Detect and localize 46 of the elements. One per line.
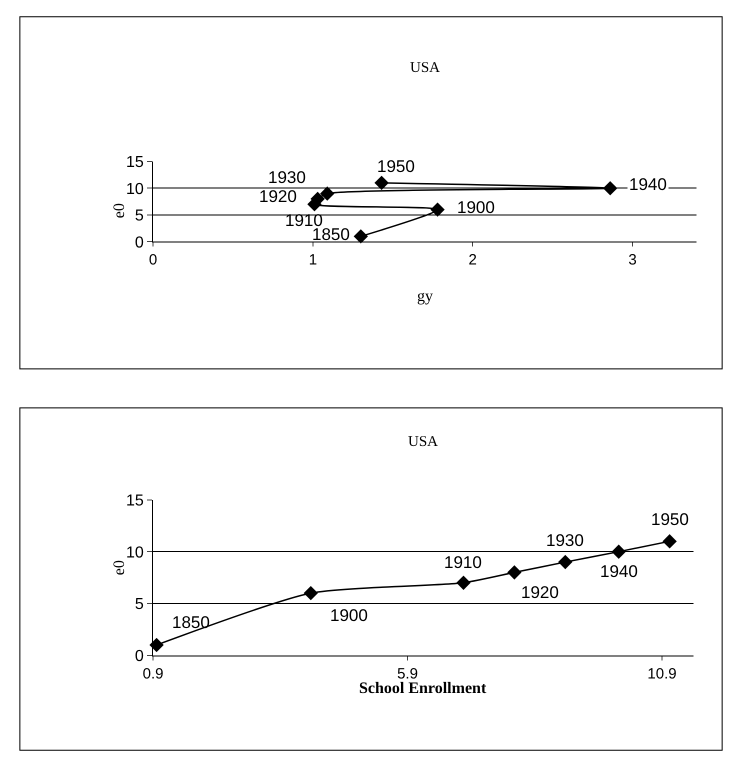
point <box>149 638 164 652</box>
annotation: 1920 <box>259 187 297 206</box>
annotation: 1850 <box>172 613 210 632</box>
annotation: 1950 <box>377 157 415 176</box>
y-tick-label: 0 <box>134 234 144 252</box>
annotation: 1900 <box>457 198 495 217</box>
y-tick-label: 15 <box>126 492 144 510</box>
annotation: 1850 <box>312 225 350 244</box>
point <box>558 554 572 570</box>
annotation: 1900 <box>330 606 368 625</box>
x-tick-label: 5.9 <box>397 665 418 682</box>
y-tick-label: 10 <box>126 544 144 562</box>
point <box>320 186 334 201</box>
annotation: 1930 <box>546 531 584 550</box>
point <box>662 534 677 548</box>
annotation: 1920 <box>521 583 559 602</box>
point <box>603 181 618 196</box>
chart-title: USA <box>410 60 440 76</box>
x-tick-label: 10.9 <box>647 665 677 682</box>
y-tick-label: 5 <box>134 208 144 225</box>
annotation: 1910 <box>444 553 482 572</box>
x-tick-label: 0 <box>148 252 158 269</box>
x-tick-label: 0.9 <box>142 665 164 682</box>
point <box>304 586 318 600</box>
x-tick-label: 2 <box>468 252 477 269</box>
x-axis-title: gy <box>417 288 433 305</box>
y-tick-label: 5 <box>134 596 144 614</box>
y-tick-label: 15 <box>126 154 144 172</box>
annotation: 1940 <box>600 562 638 581</box>
point <box>507 565 522 580</box>
x-axis-title: School Enrollment <box>359 680 487 697</box>
y-tick-label: 10 <box>126 180 144 198</box>
point <box>430 202 445 217</box>
annotation: 1940 <box>629 175 667 194</box>
x-tick-label: 1 <box>308 252 318 269</box>
point <box>612 544 626 559</box>
annotation: 1930 <box>268 168 306 187</box>
point <box>354 229 368 244</box>
y-tick-label: 0 <box>134 648 144 665</box>
chart-title: USA <box>408 434 438 450</box>
point <box>456 576 471 590</box>
point <box>374 176 389 190</box>
x-tick-label: 3 <box>628 252 637 269</box>
annotation: 1950 <box>651 510 689 529</box>
y-axis-title: e0 <box>111 560 128 576</box>
y-axis-title: e0 <box>111 203 128 218</box>
